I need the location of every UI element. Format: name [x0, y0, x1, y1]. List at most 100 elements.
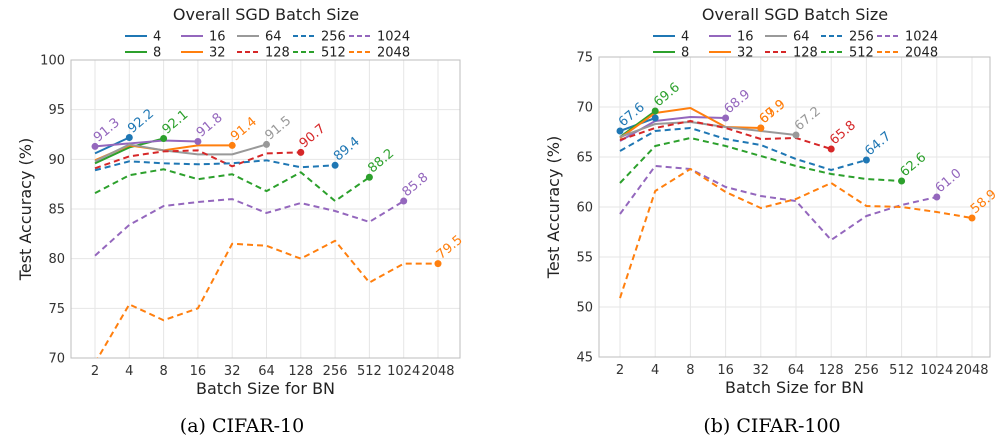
- end-marker-1024: [933, 193, 941, 201]
- x-tick-label: 2048: [421, 364, 454, 379]
- data-label: 67.6: [616, 100, 648, 130]
- legend: Overall SGD Batch Size 4 16 64 256 1024 8 32 128…: [125, 5, 410, 61]
- x-tick-label: 256: [323, 364, 348, 379]
- series-line-512: [619, 137, 902, 184]
- data-label: 65.8: [827, 118, 859, 148]
- end-marker-64: [792, 131, 800, 139]
- legend-label-64: 64: [265, 30, 282, 45]
- data-label: 91.4: [228, 114, 260, 144]
- series-line-1024: [94, 198, 405, 257]
- data-label: 67.2: [792, 104, 824, 134]
- caption-cifar10: (a) CIFAR-10: [180, 415, 304, 437]
- end-marker-128: [297, 148, 305, 156]
- series-line-16: [94, 139, 198, 148]
- legend-label-256: 256: [321, 30, 346, 45]
- end-marker-4: [125, 133, 133, 141]
- y-tick-label: 55: [576, 251, 593, 266]
- legend-label-16: 16: [209, 30, 226, 45]
- x-tick-label: 128: [288, 364, 313, 379]
- x-tick-label: 2: [616, 363, 624, 378]
- end-marker-16: [722, 114, 730, 122]
- x-tick-label: 2: [91, 364, 99, 379]
- legend-label-4: 4: [681, 30, 689, 45]
- legend-label-32: 32: [737, 46, 754, 61]
- end-marker-4: [651, 114, 659, 122]
- end-marker-64: [263, 140, 270, 148]
- data-label: 61.0: [933, 166, 965, 196]
- x-axis-label: Batch Size for BN: [725, 378, 864, 397]
- y-tick-label: 80: [48, 252, 65, 267]
- data-label: 91.5: [262, 113, 294, 143]
- end-marker-8: [160, 134, 168, 142]
- legend-label-32: 32: [209, 46, 226, 61]
- y-axis-label: Test Accuracy (%): [544, 136, 563, 279]
- x-tick-label: 16: [190, 364, 207, 379]
- end-marker-128: [827, 145, 835, 153]
- legend-label-8: 8: [153, 46, 161, 61]
- legend-label-2048: 2048: [377, 46, 410, 61]
- end-marker-1024: [400, 197, 408, 205]
- y-tick-label: 65: [576, 151, 593, 166]
- data-label: 91.3: [91, 115, 123, 145]
- x-tick-label: 32: [224, 364, 241, 379]
- legend-label-4: 4: [153, 30, 161, 45]
- x-tick-label: 4: [125, 364, 133, 379]
- grid: [71, 59, 460, 359]
- series-line-2048: [96, 239, 438, 358]
- series-line-2048: [619, 168, 973, 299]
- end-marker-2048: [434, 260, 442, 268]
- data-label: 64.7: [862, 129, 894, 159]
- series-line-256: [94, 159, 336, 172]
- x-axis-label: Batch Size for BN: [196, 379, 335, 398]
- end-marker-256: [331, 161, 339, 169]
- y-tick-label: 75: [576, 51, 593, 66]
- y-tick-label: 90: [48, 153, 65, 168]
- plot-frame: [598, 56, 991, 358]
- y-tick-label: 75: [48, 302, 65, 317]
- markers: [91, 133, 442, 268]
- x-tick-label: 512: [889, 363, 914, 378]
- legend-label-128: 128: [793, 46, 818, 61]
- legend-label-128: 128: [265, 46, 290, 61]
- data-label: 62.6: [898, 150, 930, 180]
- y-tick-label: 85: [48, 203, 65, 218]
- plot-frame: [70, 59, 461, 359]
- data-label: 68.9: [722, 87, 754, 117]
- legend-label-256: 256: [849, 30, 874, 45]
- data-label: 85.8: [400, 170, 432, 200]
- end-marker-8: [651, 107, 659, 115]
- series-line-128: [94, 149, 301, 170]
- end-marker-32: [228, 141, 236, 149]
- series-group: [94, 136, 438, 358]
- caption-cifar100: (b) CIFAR-100: [703, 415, 840, 437]
- data-label: 90.7: [297, 121, 329, 151]
- series-line-64: [94, 143, 267, 163]
- end-marker-16: [194, 137, 202, 145]
- data-label: 88.2: [365, 146, 397, 176]
- data-label: 89.4: [331, 134, 363, 164]
- data-label: 92.2: [125, 106, 157, 136]
- data-label: 58.9: [968, 187, 1000, 217]
- y-tick-label: 50: [576, 301, 593, 316]
- end-marker-256: [862, 156, 870, 164]
- y-tick-label: 70: [48, 352, 65, 367]
- point-marker: [616, 127, 624, 135]
- legend-label-512: 512: [321, 46, 346, 61]
- y-tick-label: 60: [576, 201, 593, 216]
- point-marker: [757, 124, 765, 132]
- x-tick-label: 32: [753, 363, 770, 378]
- legend-title: Overall SGD Batch Size: [173, 5, 359, 24]
- legend-label-8: 8: [681, 46, 689, 61]
- data-label: 67.9: [757, 97, 789, 127]
- x-tick-label: 2048: [955, 363, 988, 378]
- x-tick-label: 256: [854, 363, 879, 378]
- legend-label-16: 16: [737, 30, 754, 45]
- series-line-256: [619, 127, 867, 171]
- data-label: 91.8: [194, 110, 226, 140]
- legend-label-2048: 2048: [905, 46, 938, 61]
- legend-label-64: 64: [793, 30, 810, 45]
- y-tick-label: 45: [576, 351, 593, 366]
